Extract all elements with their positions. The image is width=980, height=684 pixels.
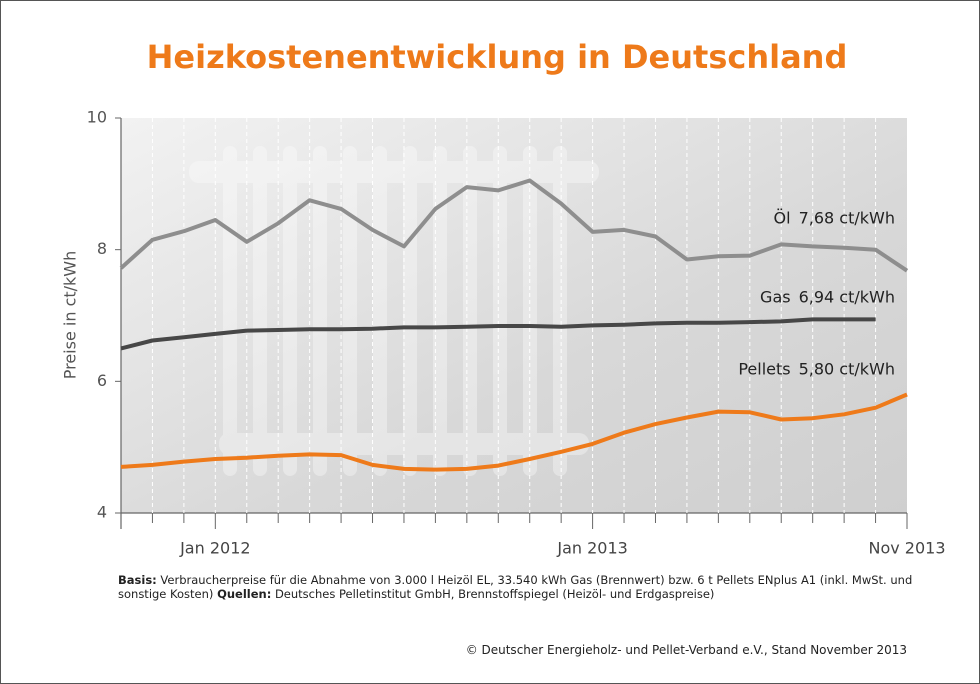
x-tick-label: Nov 2013 (868, 539, 945, 558)
series-name: Gas (760, 287, 791, 306)
series-end-label: 5,80 ct/kWh (799, 359, 895, 378)
y-axis-label: Preise in ct/kWh (61, 251, 80, 380)
y-tick-label: 8 (97, 239, 107, 258)
x-tick-label: Jan 2012 (179, 539, 250, 558)
chart-title: Heizkostenentwicklung in Deutschland (147, 38, 848, 76)
chart: Heizkostenentwicklung in Deutschland Pre… (61, 38, 946, 558)
y-tick-label: 4 (97, 503, 107, 522)
line-1 (120, 317, 876, 351)
footnote-text: Deutsches Pelletinstitut GmbH, Brennstof… (271, 587, 715, 601)
series-name: Öl (774, 208, 791, 227)
series-end-label: 6,94 ct/kWh (799, 287, 895, 306)
y-tick-label: 6 (97, 371, 107, 390)
footnote-heading: Quellen: (217, 587, 272, 601)
series-label: Pellets 5,80 ct/kWh (738, 359, 895, 378)
line-0 (119, 178, 909, 273)
footnote-heading: Basis: (118, 573, 157, 587)
x-tick-label: Jan 2013 (556, 539, 627, 558)
series-label: Gas 6,94 ct/kWh (760, 287, 895, 306)
series-label: Öl 7,68 ct/kWh (774, 208, 895, 227)
series-end-label: 7,68 ct/kWh (799, 208, 895, 227)
copyright: © Deutscher Energieholz- und Pellet-Verb… (465, 643, 907, 657)
y-tick-label: 10 (87, 108, 107, 127)
footnote: Basis: Verbraucherpreise für die Abnahme… (118, 573, 918, 601)
footnote-text: Verbraucherpreise für die Abnahme von 3.… (118, 573, 913, 601)
line-2 (120, 392, 908, 472)
series-name: Pellets (738, 359, 790, 378)
